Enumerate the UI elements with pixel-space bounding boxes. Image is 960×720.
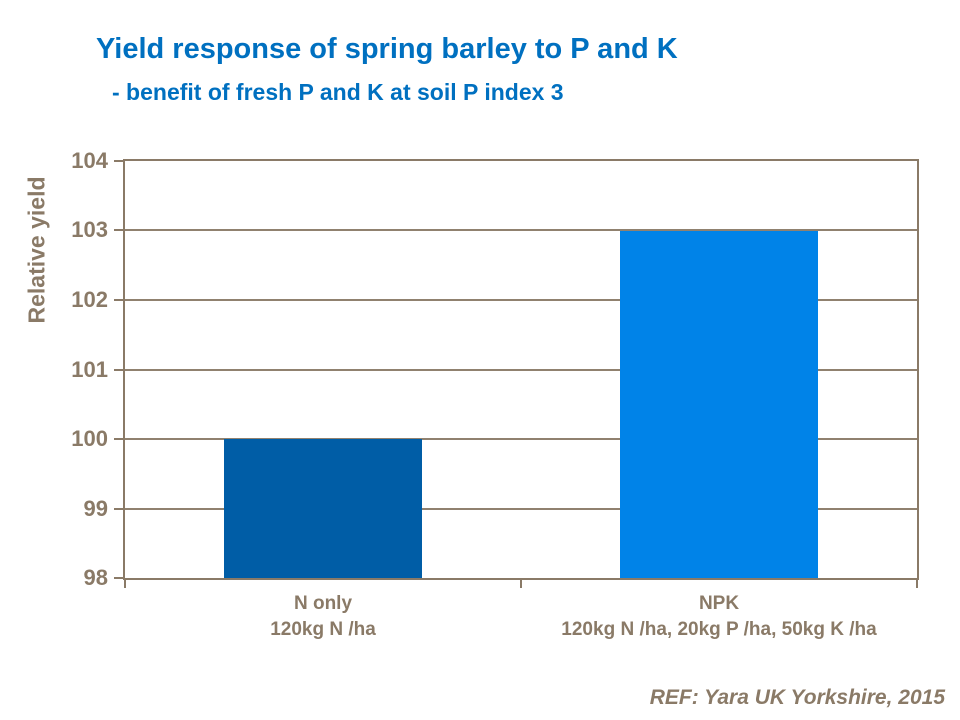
y-axis-tick-mark	[114, 160, 123, 162]
x-axis-tick-mark	[124, 580, 126, 588]
y-axis-tick-label: 102	[71, 286, 108, 312]
y-axis-tick-label: 104	[71, 148, 108, 173]
category-sublabel: 120kg N /ha	[270, 619, 376, 640]
y-axis-tick-label: 101	[71, 356, 108, 382]
category-label-n-only: N only 120kg N /ha	[125, 591, 521, 643]
y-axis-tick-mark	[114, 298, 123, 301]
gridline-103	[125, 229, 917, 232]
chart-title: Yield response of spring barley to P and…	[96, 33, 678, 65]
gridline-100	[125, 437, 917, 440]
y-axis-tick-mark	[114, 577, 123, 579]
gridline-102	[125, 298, 917, 301]
y-axis-tick-mark	[114, 437, 123, 440]
y-axis-tick-label: 98	[83, 565, 108, 590]
gridline-99	[125, 507, 917, 510]
y-axis-tick-label: 100	[71, 425, 108, 451]
x-axis-tick-mark	[520, 580, 522, 588]
x-axis-tick-mark	[916, 580, 918, 588]
bar-npk	[620, 230, 818, 578]
category-sublabel: 120kg N /ha, 20kg P /ha, 50kg K /ha	[561, 619, 877, 640]
category-name: N only	[293, 593, 353, 614]
y-axis-tick-mark	[114, 229, 123, 232]
y-axis-title: Relative yield	[23, 176, 50, 324]
y-axis-tick-mark	[114, 507, 123, 510]
chart-subtitle: - benefit of fresh P and K at soil P ind…	[112, 79, 564, 105]
reference-note: REF: Yara UK Yorkshire, 2015	[649, 686, 945, 709]
y-axis-tick-label: 99	[83, 495, 108, 521]
plot-area: 98 99 100 101 102 103 104 N only 120kg N /ha NPK 1…	[71, 148, 919, 640]
category-label-npk: NPK 120kg N /ha, 20kg P /ha, 50kg K /ha	[521, 591, 917, 643]
gridline-101	[125, 368, 917, 371]
bar-n-only	[224, 439, 422, 578]
y-axis-tick-label: 103	[71, 217, 108, 243]
y-axis-tick-mark	[114, 368, 123, 371]
category-name: NPK	[698, 593, 740, 614]
